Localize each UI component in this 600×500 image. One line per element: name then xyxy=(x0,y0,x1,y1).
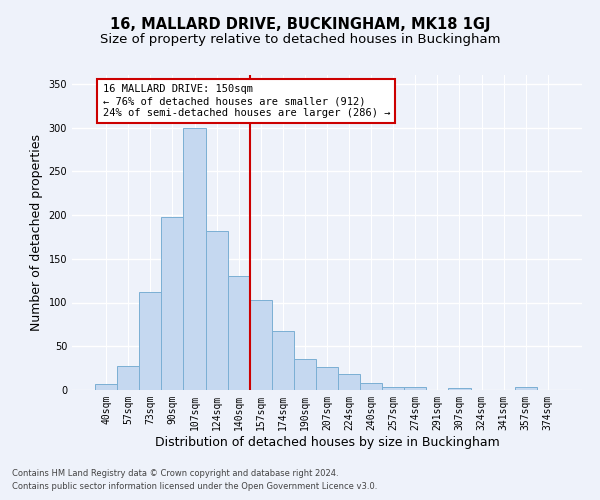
Bar xyxy=(250,300,272,390)
Bar xyxy=(316,367,338,390)
Bar xyxy=(448,388,470,390)
Bar xyxy=(206,231,227,390)
Bar xyxy=(161,217,184,390)
Text: Size of property relative to detached houses in Buckingham: Size of property relative to detached ho… xyxy=(100,32,500,46)
Bar xyxy=(404,386,427,390)
Bar xyxy=(139,292,161,390)
Bar xyxy=(382,386,404,390)
Text: 16 MALLARD DRIVE: 150sqm
← 76% of detached houses are smaller (912)
24% of semi-: 16 MALLARD DRIVE: 150sqm ← 76% of detach… xyxy=(103,84,390,117)
Text: Contains public sector information licensed under the Open Government Licence v3: Contains public sector information licen… xyxy=(12,482,377,491)
Bar xyxy=(338,374,360,390)
Text: 16, MALLARD DRIVE, BUCKINGHAM, MK18 1GJ: 16, MALLARD DRIVE, BUCKINGHAM, MK18 1GJ xyxy=(110,18,490,32)
Bar xyxy=(360,383,382,390)
Bar xyxy=(117,366,139,390)
Bar xyxy=(184,128,206,390)
Bar xyxy=(95,384,117,390)
Bar xyxy=(294,360,316,390)
Y-axis label: Number of detached properties: Number of detached properties xyxy=(30,134,43,331)
Bar xyxy=(227,276,250,390)
Bar xyxy=(272,330,294,390)
X-axis label: Distribution of detached houses by size in Buckingham: Distribution of detached houses by size … xyxy=(155,436,499,448)
Text: Contains HM Land Registry data © Crown copyright and database right 2024.: Contains HM Land Registry data © Crown c… xyxy=(12,468,338,477)
Bar xyxy=(515,388,537,390)
